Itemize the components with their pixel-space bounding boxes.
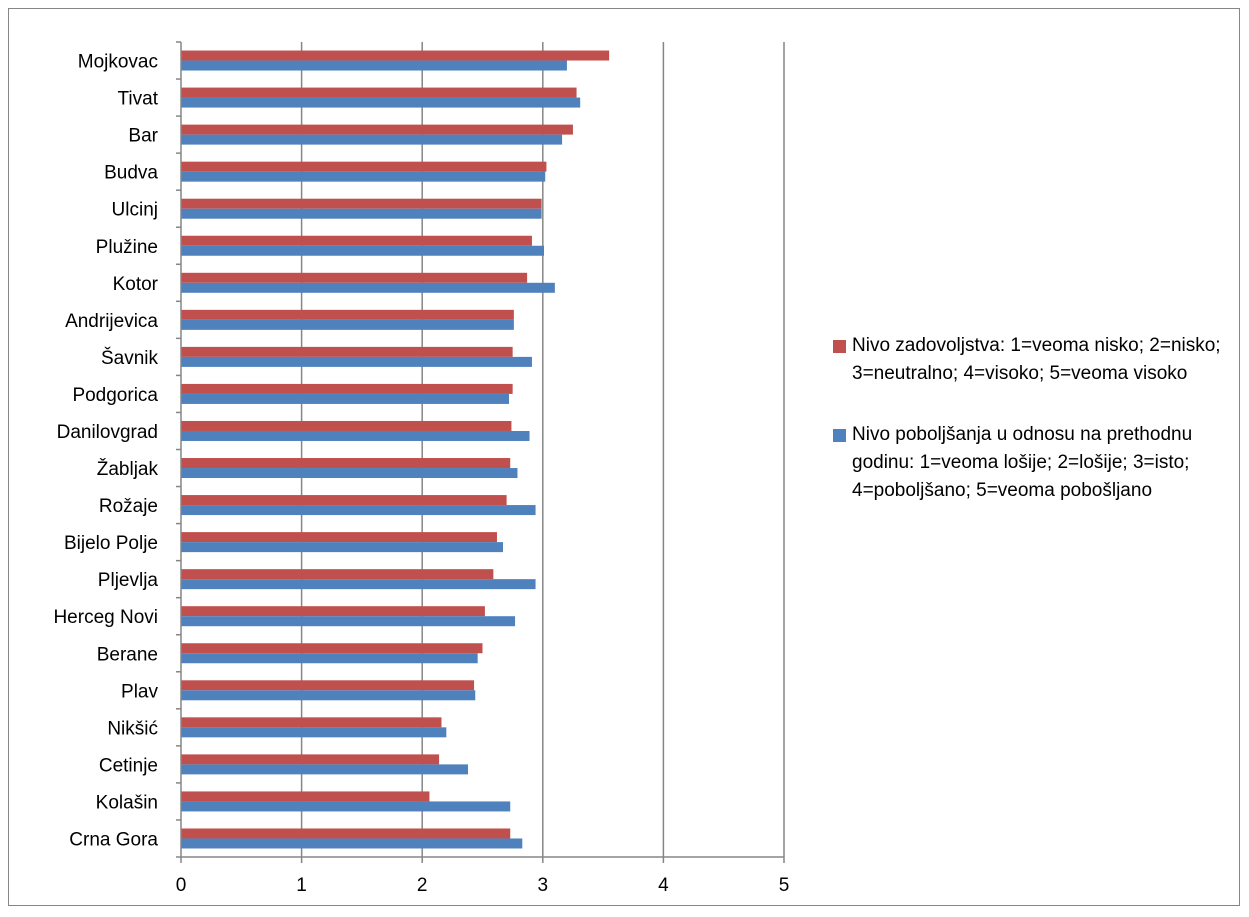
bar-improvement: [181, 838, 523, 849]
x-tick-label: 4: [658, 875, 669, 896]
category-label: Cetinje: [99, 755, 158, 776]
legend: Nivo zadovoljstva: 1=veoma nisko; 2=nisk…: [830, 332, 1240, 538]
bar-satisfaction: [181, 346, 513, 357]
category-label: Podgorica: [72, 385, 158, 406]
bar-satisfaction: [181, 235, 532, 246]
x-tick-label: 1: [296, 875, 307, 896]
category-label: Budva: [104, 163, 158, 184]
bar-improvement: [181, 690, 476, 701]
bar-improvement: [181, 579, 536, 590]
bar-satisfaction: [181, 198, 542, 209]
x-tick-label: 3: [538, 875, 549, 896]
bar-improvement: [181, 505, 536, 516]
legend-item-satisfaction: Nivo zadovoljstva: 1=veoma nisko; 2=nisk…: [830, 332, 1240, 388]
bar-satisfaction: [181, 309, 514, 320]
bar-improvement: [181, 653, 478, 664]
bar-satisfaction: [181, 458, 511, 469]
legend-label-improvement: Nivo poboljšanja u odnosu na prethodnu g…: [852, 424, 1193, 501]
category-label: Crna Gora: [69, 829, 158, 850]
bar-satisfaction: [181, 50, 610, 61]
bar-satisfaction: [181, 606, 485, 617]
bar-satisfaction: [181, 495, 507, 506]
bar-improvement: [181, 208, 542, 219]
category-label: Plužine: [96, 237, 158, 258]
x-tick-label: 5: [779, 875, 790, 896]
bar-improvement: [181, 319, 514, 330]
bar-improvement: [181, 356, 532, 367]
category-label: Kolašin: [96, 792, 158, 813]
bar-improvement: [181, 727, 447, 738]
bar-satisfaction: [181, 717, 442, 728]
bar-improvement: [181, 282, 555, 293]
bar-satisfaction: [181, 272, 528, 283]
legend-label-satisfaction: Nivo zadovoljstva: 1=veoma nisko; 2=nisk…: [852, 335, 1221, 384]
bar-satisfaction: [181, 754, 440, 765]
bar-satisfaction: [181, 532, 497, 543]
category-label: Kotor: [113, 274, 159, 295]
legend-item-improvement: Nivo poboljšanja u odnosu na prethodnu g…: [830, 421, 1240, 505]
bar-satisfaction: [181, 569, 494, 580]
category-label: Ulcinj: [112, 200, 158, 221]
bar-satisfaction: [181, 680, 475, 691]
x-tick-label: 0: [176, 875, 187, 896]
category-label: Tivat: [118, 89, 159, 110]
bar-improvement: [181, 468, 518, 479]
category-label: Nikšić: [107, 718, 158, 739]
category-label: Šavnik: [101, 347, 159, 369]
bar-improvement: [181, 430, 530, 441]
category-label: Mojkovac: [78, 52, 158, 73]
bar-satisfaction: [181, 161, 547, 172]
category-label: Andrijevica: [65, 311, 158, 332]
bar-satisfaction: [181, 828, 511, 839]
bar-satisfaction: [181, 383, 513, 394]
legend-swatch-satisfaction: [833, 340, 846, 353]
bar-improvement: [181, 134, 563, 145]
bar-improvement: [181, 393, 510, 404]
bar-satisfaction: [181, 791, 430, 802]
category-label: Plav: [121, 681, 158, 702]
bar-improvement: [181, 616, 516, 627]
category-label: Herceg Novi: [53, 607, 158, 628]
legend-swatch-improvement: [833, 429, 846, 442]
category-label: Berane: [97, 644, 158, 665]
x-tick-label: 2: [417, 875, 428, 896]
bar-improvement: [181, 542, 504, 553]
category-label: Bar: [128, 126, 158, 147]
bar-satisfaction: [181, 643, 483, 654]
category-label: Rožaje: [99, 496, 158, 517]
category-label: Žabljak: [97, 458, 159, 480]
category-label: Bijelo Polje: [64, 533, 158, 554]
bar-satisfaction: [181, 420, 512, 431]
bar-improvement: [181, 801, 511, 812]
bar-improvement: [181, 764, 469, 775]
bar-satisfaction: [181, 87, 577, 98]
bar-satisfaction: [181, 124, 573, 135]
category-label: Pljevlja: [98, 570, 159, 591]
bar-improvement: [181, 60, 567, 71]
bar-improvement: [181, 97, 581, 108]
bar-improvement: [181, 171, 546, 182]
category-label: Danilovgrad: [57, 422, 158, 443]
bar-improvement: [181, 245, 545, 256]
